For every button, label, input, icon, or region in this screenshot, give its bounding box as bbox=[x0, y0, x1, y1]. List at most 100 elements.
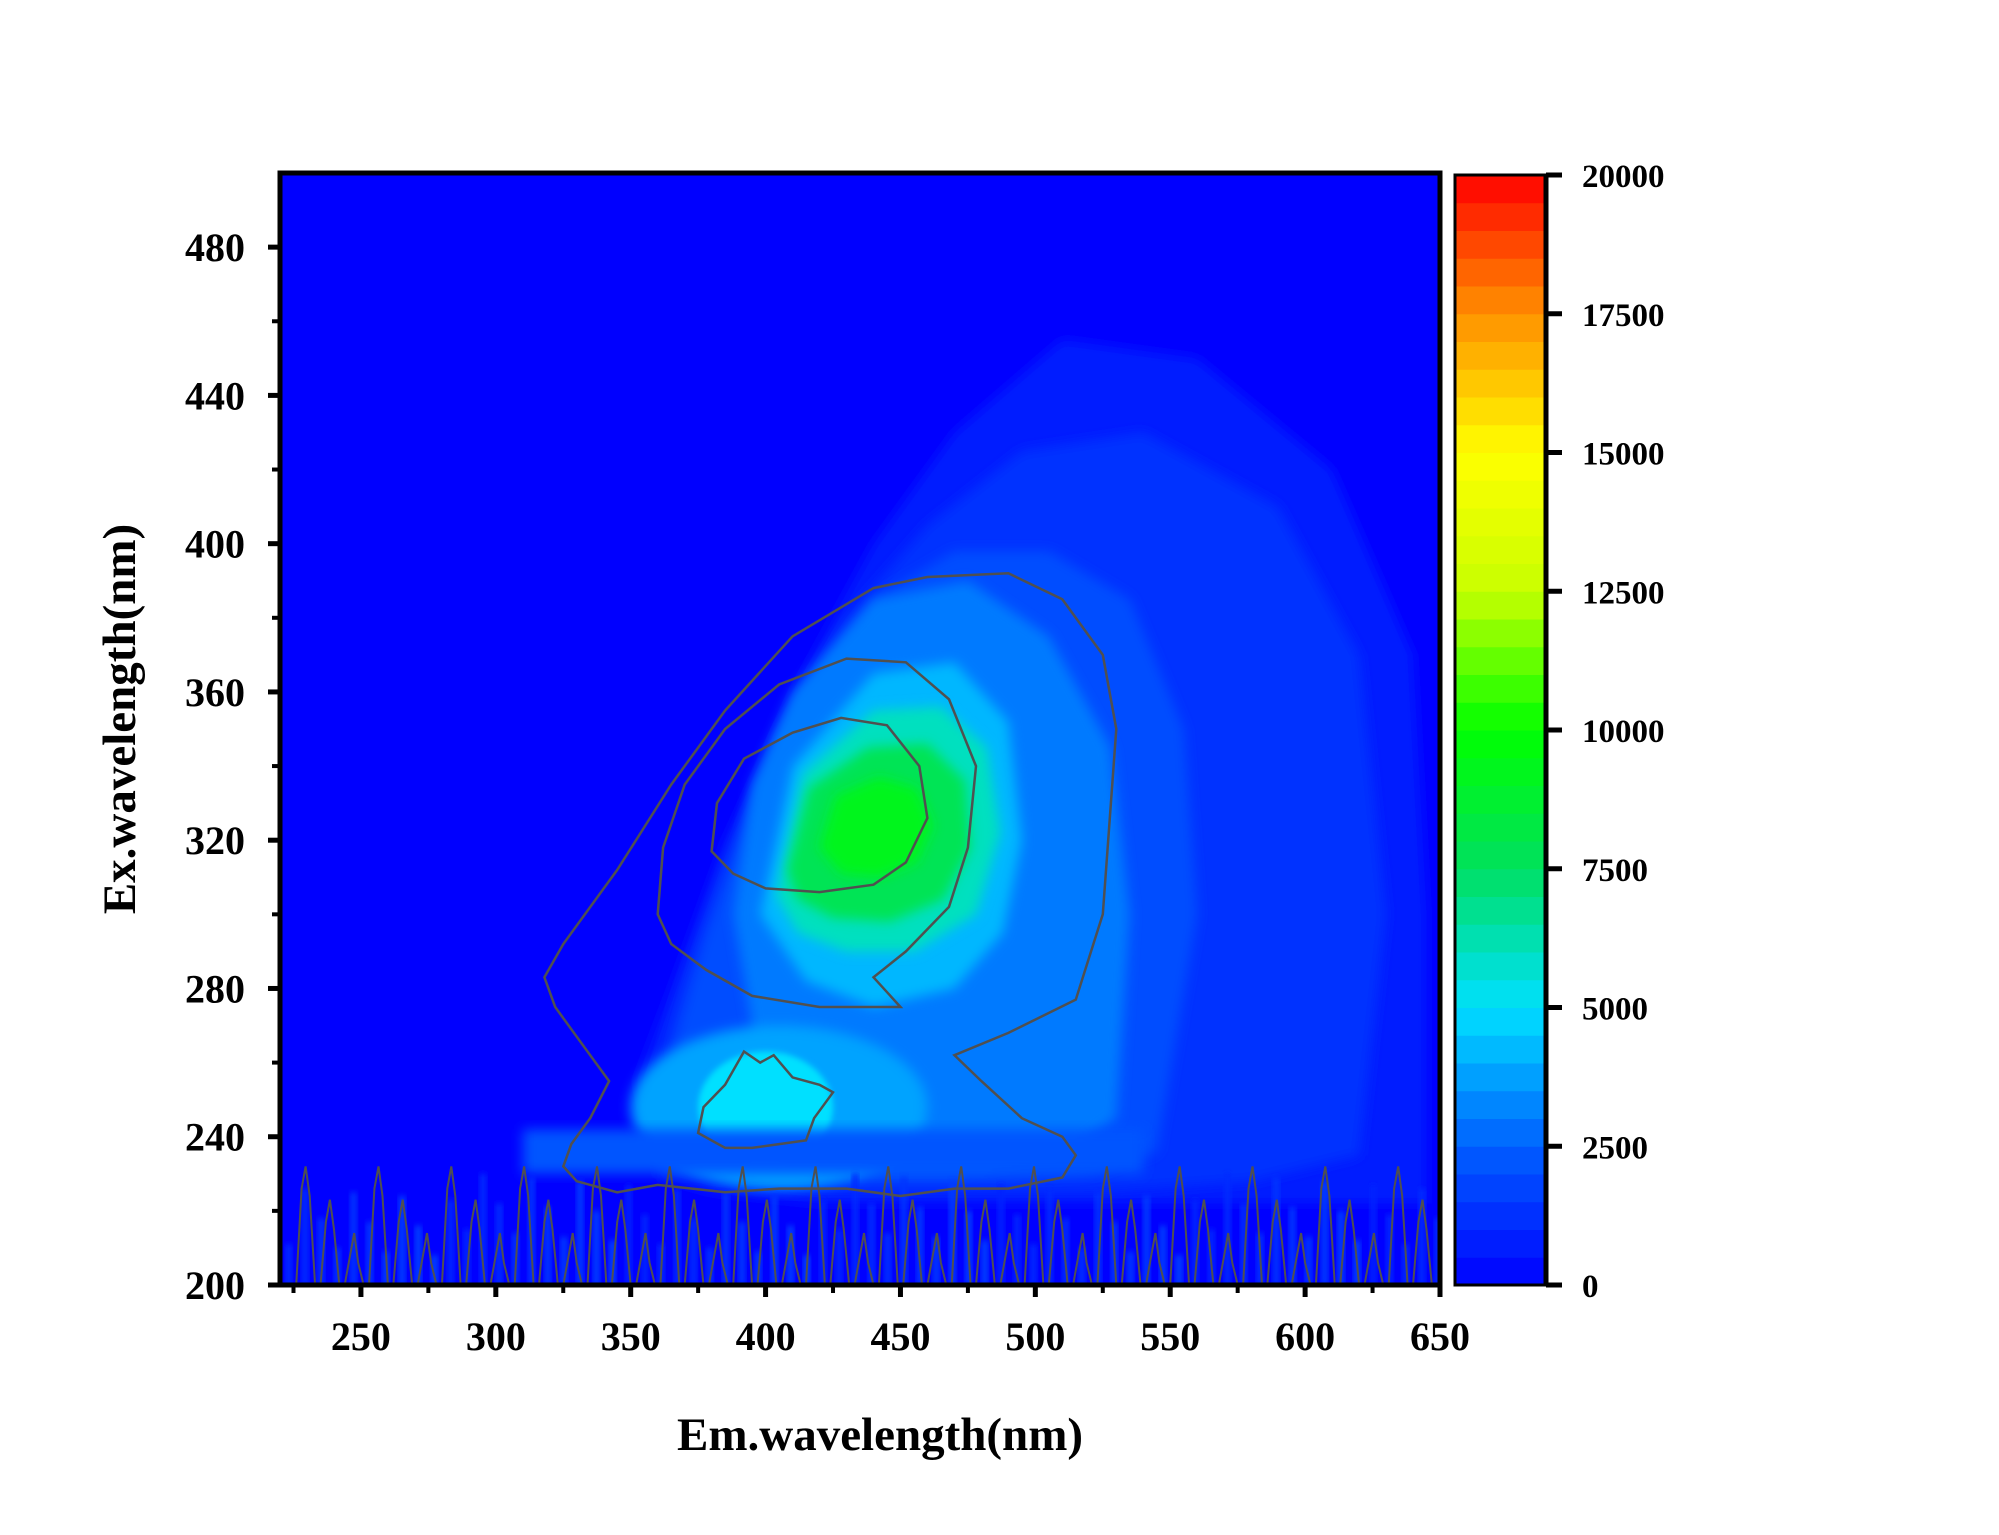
contour-noise bbox=[1412, 1199, 1433, 1285]
colorbar-band bbox=[1455, 1118, 1546, 1147]
noise-streak bbox=[1046, 1188, 1053, 1285]
colorbar-band bbox=[1455, 702, 1546, 731]
contour-noise bbox=[319, 1199, 341, 1285]
noise-streak bbox=[851, 1173, 859, 1285]
contour-noise bbox=[999, 1232, 1021, 1285]
noise-streak bbox=[1321, 1181, 1329, 1285]
colorbar-band bbox=[1455, 1090, 1546, 1119]
contour-noise bbox=[732, 1166, 754, 1285]
noise-streak bbox=[1143, 1196, 1150, 1285]
noise-streak bbox=[787, 1225, 794, 1285]
contour-level-7500 bbox=[710, 716, 929, 894]
contour-noise bbox=[440, 1166, 462, 1285]
colorbar-tick-label: 17500 bbox=[1582, 298, 1665, 334]
colorbar-band bbox=[1455, 952, 1546, 981]
colorbar-band bbox=[1455, 1201, 1546, 1230]
noise-streak bbox=[1434, 1218, 1440, 1285]
contour-noise bbox=[926, 1232, 948, 1285]
colorbar-band bbox=[1455, 868, 1546, 897]
contour-level-5000 bbox=[656, 657, 978, 1009]
noise-streak bbox=[528, 1177, 535, 1285]
contour-noise bbox=[513, 1166, 535, 1285]
noise-streak bbox=[398, 1196, 406, 1285]
contour-noise bbox=[465, 1199, 486, 1285]
y-axis: 200 240 280 320 360 400 440 480 bbox=[185, 225, 280, 1308]
contour-noise bbox=[829, 1199, 851, 1285]
noise-streak bbox=[1386, 1214, 1393, 1285]
noise-streak bbox=[690, 1218, 697, 1285]
contour-noise bbox=[853, 1232, 875, 1285]
noise-streak bbox=[1127, 1251, 1134, 1285]
noise-streak bbox=[447, 1199, 454, 1285]
noise-streak bbox=[366, 1221, 374, 1285]
colorbar-tick-label: 20000 bbox=[1582, 159, 1665, 195]
noise-streak bbox=[949, 1181, 956, 1285]
noise-streak bbox=[1418, 1188, 1426, 1285]
noise-streak bbox=[609, 1240, 616, 1285]
noise-streak bbox=[997, 1184, 1005, 1285]
noise-streak bbox=[738, 1221, 746, 1285]
contour-noise bbox=[1217, 1232, 1239, 1285]
noise-streak bbox=[1029, 1244, 1037, 1285]
y-tick-label: 280 bbox=[185, 966, 245, 1011]
contour-noise bbox=[1242, 1166, 1263, 1285]
colorbar-tick-label: 0 bbox=[1582, 1269, 1599, 1305]
contour-noise bbox=[416, 1232, 438, 1285]
colorbar-band bbox=[1455, 369, 1546, 398]
contour-lower-5000 bbox=[696, 1049, 835, 1150]
noise-streak bbox=[592, 1210, 600, 1285]
contour-noise bbox=[975, 1199, 996, 1285]
noise-streak bbox=[770, 1196, 778, 1285]
contour-noise bbox=[683, 1199, 705, 1285]
colorbar-band bbox=[1455, 508, 1546, 537]
noise-streak bbox=[1288, 1207, 1296, 1285]
colorbar-band bbox=[1455, 1146, 1546, 1175]
x-axis-label: Em.wavelength(nm) bbox=[677, 1409, 1083, 1461]
contour-noise bbox=[659, 1166, 681, 1285]
colorbar-band bbox=[1455, 757, 1546, 786]
y-tick-label: 200 bbox=[185, 1263, 245, 1308]
contour-noise bbox=[1145, 1232, 1166, 1285]
contour-noise bbox=[1339, 1199, 1361, 1285]
contour-noise bbox=[877, 1166, 899, 1285]
contour-noise bbox=[1120, 1199, 1142, 1285]
noise-streak bbox=[382, 1251, 390, 1285]
colorbar-band bbox=[1455, 646, 1546, 675]
contour-noise bbox=[1072, 1232, 1093, 1285]
y-tick-label: 320 bbox=[185, 818, 245, 863]
noise-streak bbox=[1224, 1173, 1231, 1285]
noise-streak bbox=[916, 1207, 924, 1285]
contour-noise bbox=[780, 1232, 802, 1285]
y-axis-label: Ex.wavelength(nm) bbox=[94, 524, 146, 914]
contour-noise bbox=[392, 1199, 414, 1285]
colorbar-band bbox=[1455, 591, 1546, 620]
contour-noise bbox=[343, 1232, 365, 1285]
noise-streak bbox=[1240, 1203, 1248, 1285]
contour-level-2500 bbox=[543, 572, 1118, 1198]
x-tick-label: 550 bbox=[1140, 1314, 1200, 1359]
colorbar-tick-label: 10000 bbox=[1582, 714, 1665, 750]
contour-noise bbox=[538, 1199, 559, 1285]
noise-streak bbox=[576, 1181, 584, 1285]
contour-noise bbox=[1387, 1166, 1409, 1285]
contour-noise bbox=[368, 1166, 389, 1285]
contour-noise bbox=[1096, 1166, 1118, 1285]
colorbar-tick-label: 12500 bbox=[1582, 575, 1665, 611]
noise-streak bbox=[479, 1173, 487, 1285]
colorbar-tick-label: 7500 bbox=[1582, 853, 1648, 889]
noise-streak bbox=[625, 1184, 633, 1285]
noise-streak bbox=[301, 1188, 309, 1285]
x-tick-label: 600 bbox=[1275, 1314, 1335, 1359]
colorbar-band bbox=[1455, 424, 1546, 453]
colorbar: 0 2500 5000 7500 10000 12500 15000 17500 20000 bbox=[1453, 159, 1665, 1305]
contour-noise bbox=[295, 1166, 317, 1285]
contour-noise bbox=[756, 1199, 778, 1285]
colorbar-band bbox=[1455, 979, 1546, 1008]
x-tick-label: 450 bbox=[870, 1314, 930, 1359]
contour-noise bbox=[489, 1232, 511, 1285]
y-tick-label: 480 bbox=[185, 225, 245, 270]
colorbar-band bbox=[1455, 1007, 1546, 1036]
colorbar-band bbox=[1455, 1229, 1546, 1258]
noise-streak bbox=[981, 1240, 989, 1285]
